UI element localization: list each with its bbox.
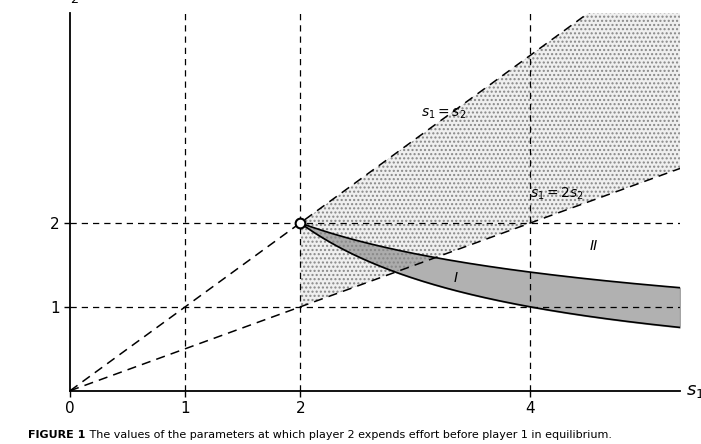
Text: $s_1 = s_2$: $s_1 = s_2$ — [421, 107, 466, 121]
Text: FIGURE 1: FIGURE 1 — [28, 429, 86, 440]
Text: I: I — [454, 270, 458, 285]
Text: $s_1 = 2s_2$: $s_1 = 2s_2$ — [531, 186, 585, 202]
Text: $s_1$: $s_1$ — [686, 382, 701, 400]
Text: II: II — [590, 239, 598, 254]
Text: The values of the parameters at which player 2 expends effort before player 1 in: The values of the parameters at which pl… — [79, 429, 611, 440]
Text: $s_2$: $s_2$ — [61, 0, 79, 5]
